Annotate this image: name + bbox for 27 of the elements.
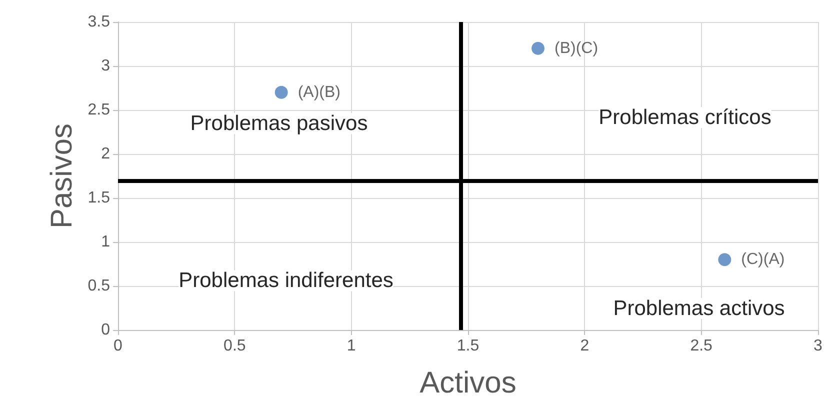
y-tick-label: 3	[101, 58, 110, 74]
y-tick-label: 2.5	[88, 102, 110, 118]
y-tick-label: 3.5	[88, 14, 110, 30]
data-label: (C)(A)	[741, 251, 785, 268]
x-tick-label: 0.5	[224, 338, 246, 354]
data-label: (B)(C)	[554, 40, 598, 57]
point	[532, 42, 544, 55]
point	[274, 86, 288, 99]
data-label: (A)(B)	[298, 84, 340, 101]
x-axis-title: Activos	[420, 366, 516, 400]
x-tick-label: 1	[346, 338, 356, 354]
x-tick-label: 3	[814, 338, 823, 354]
y-tick-label: 0.5	[88, 278, 110, 294]
x-tick-label: 2.5	[690, 338, 713, 354]
annotation: Problemas pasivos	[190, 112, 368, 136]
annotation: Problemas activos	[613, 296, 785, 320]
x-tick-label: 2	[580, 338, 590, 354]
y-tick-label: 0	[101, 322, 110, 338]
x-tick-label: 0	[114, 338, 123, 354]
y-axis-title: Pasivos	[45, 123, 78, 229]
y-tick-label: 1	[101, 234, 110, 250]
annotation: Problemas críticos	[598, 106, 772, 129]
annotation: Problemas indiferentes	[178, 269, 394, 292]
point	[718, 253, 732, 266]
y-tick-label: 2	[101, 146, 110, 162]
y-tick-label: 1.5	[88, 190, 110, 206]
x-tick-label: 1.5	[456, 338, 480, 354]
